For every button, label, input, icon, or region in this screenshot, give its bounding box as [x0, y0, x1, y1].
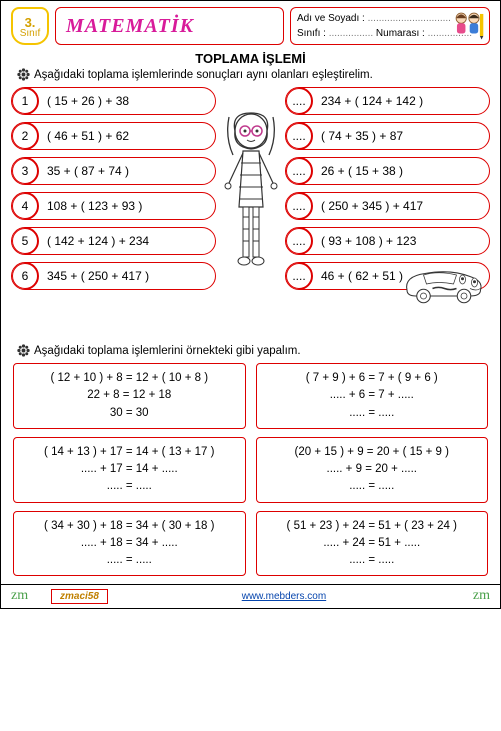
pill-expression: 108 + ( 123 + 93 ) — [39, 199, 142, 213]
worksheet-page: 3. Sınıf MATEMATİK Adı ve Soyadı : .....… — [0, 0, 501, 609]
pill-number: 5 — [11, 227, 39, 255]
work-box[interactable]: ( 7 + 9 ) + 6 = 7 + ( 9 + 6 )..... + 6 =… — [256, 363, 489, 429]
pill-expression: ( 15 + 26 ) + 38 — [39, 94, 129, 108]
instruction-1-text: Aşağıdaki toplama işlemlerinde sonuçları… — [34, 69, 373, 81]
pill-expression: 26 + ( 15 + 38 ) — [313, 164, 403, 178]
match-pill[interactable]: ....26 + ( 15 + 38 ) — [285, 157, 490, 185]
pill-number: .... — [285, 122, 313, 150]
work-line: ..... = ..... — [261, 478, 484, 495]
work-line: ..... + 6 = 7 + ..... — [261, 387, 484, 404]
right-column: ....234 + ( 124 + 142 )....( 74 + 35 ) +… — [285, 87, 490, 290]
grade-badge: 3. Sınıf — [11, 7, 49, 45]
class-label: Sınıfı : — [297, 28, 326, 39]
work-line: ( 14 + 13 ) + 17 = 14 + ( 13 + 17 ) — [18, 444, 241, 461]
bullet-icon — [17, 68, 30, 81]
left-column: 1( 15 + 26 ) + 382( 46 + 51 ) + 62335 + … — [11, 87, 216, 290]
pill-number: .... — [285, 192, 313, 220]
kids-icon — [451, 10, 485, 40]
pill-number: .... — [285, 87, 313, 115]
footer: zm zmaci58 www.mebders.com zm — [1, 584, 500, 608]
pill-expression: 46 + ( 62 + 51 ) — [313, 269, 403, 283]
pill-number: .... — [285, 227, 313, 255]
instruction-2: Aşağıdaki toplama işlemlerini örnekteki … — [17, 344, 490, 357]
pill-expression: ( 250 + 345 ) + 417 — [313, 199, 423, 213]
pill-number: 2 — [11, 122, 39, 150]
match-pill[interactable]: ....( 74 + 35 ) + 87 — [285, 122, 490, 150]
section-title: TOPLAMA İŞLEMİ — [11, 51, 490, 66]
work-box[interactable]: (20 + 15 ) + 9 = 20 + ( 15 + 9 )..... + … — [256, 437, 489, 503]
match-pill[interactable]: 1( 15 + 26 ) + 38 — [11, 87, 216, 115]
work-line: ..... + 9 = 20 + ..... — [261, 461, 484, 478]
work-line: ..... + 24 = 51 + ..... — [261, 535, 484, 552]
grade-word: Sınıf — [20, 29, 41, 39]
pill-number: .... — [285, 262, 313, 290]
work-line: ( 12 + 10 ) + 8 = 12 + ( 10 + 8 ) — [18, 370, 241, 387]
match-pill[interactable]: ....( 250 + 345 ) + 417 — [285, 192, 490, 220]
work-line: ( 34 + 30 ) + 18 = 34 + ( 30 + 18 ) — [18, 518, 241, 535]
number-label: Numarası : — [376, 28, 425, 39]
pill-number: 1 — [11, 87, 39, 115]
work-line: ..... + 17 = 14 + ..... — [18, 461, 241, 478]
work-line: ( 7 + 9 ) + 6 = 7 + ( 9 + 6 ) — [261, 370, 484, 387]
work-grid: ( 12 + 10 ) + 8 = 12 + ( 10 + 8 )22 + 8 … — [13, 363, 488, 576]
work-line: 30 = 30 — [18, 405, 241, 422]
match-pill[interactable]: ....234 + ( 124 + 142 ) — [285, 87, 490, 115]
pill-expression: ( 93 + 108 ) + 123 — [313, 234, 416, 248]
pill-expression: 345 + ( 250 + 417 ) — [39, 269, 149, 283]
pill-number: 6 — [11, 262, 39, 290]
author-tag: zmaci58 — [51, 589, 108, 604]
name-field[interactable]: .............................. — [368, 13, 451, 24]
match-pill[interactable]: 335 + ( 87 + 74 ) — [11, 157, 216, 185]
pill-number: 3 — [11, 157, 39, 185]
work-line: ..... + 18 = 34 + ..... — [18, 535, 241, 552]
pill-expression: 234 + ( 124 + 142 ) — [313, 94, 423, 108]
pill-expression: ( 74 + 35 ) + 87 — [313, 129, 403, 143]
work-box[interactable]: ( 12 + 10 ) + 8 = 12 + ( 10 + 8 )22 + 8 … — [13, 363, 246, 429]
match-pill[interactable]: 2( 46 + 51 ) + 62 — [11, 122, 216, 150]
header: 3. Sınıf MATEMATİK Adı ve Soyadı : .....… — [11, 7, 490, 45]
work-line: ..... = ..... — [261, 552, 484, 569]
grade-number: 3. — [25, 16, 36, 29]
work-line: ..... = ..... — [18, 478, 241, 495]
signature-right: zm — [460, 588, 490, 604]
class-field[interactable]: ................ — [329, 28, 373, 39]
subject-title: MATEMATİK — [55, 7, 284, 45]
work-box[interactable]: ( 51 + 23 ) + 24 = 51 + ( 23 + 24 ).....… — [256, 511, 489, 577]
name-label: Adı ve Soyadı : — [297, 13, 365, 24]
match-pill[interactable]: 6345 + ( 250 + 417 ) — [11, 262, 216, 290]
work-line: ( 51 + 23 ) + 24 = 51 + ( 23 + 24 ) — [261, 518, 484, 535]
match-pill[interactable]: 4108 + ( 123 + 93 ) — [11, 192, 216, 220]
instruction-1: Aşağıdaki toplama işlemlerinde sonuçları… — [17, 68, 490, 81]
girl-icon — [221, 107, 281, 287]
student-info: Adı ve Soyadı : ........................… — [290, 7, 490, 45]
pill-expression: ( 46 + 51 ) + 62 — [39, 129, 129, 143]
signature-left: zm — [11, 588, 41, 604]
pill-number: .... — [285, 157, 313, 185]
match-pill[interactable]: ....( 93 + 108 ) + 123 — [285, 227, 490, 255]
source-url: www.mebders.com — [242, 591, 326, 602]
work-line: (20 + 15 ) + 9 = 20 + ( 15 + 9 ) — [261, 444, 484, 461]
work-line: 22 + 8 = 12 + 18 — [18, 387, 241, 404]
instruction-2-text: Aşağıdaki toplama işlemlerini örnekteki … — [34, 345, 301, 357]
pill-expression: ( 142 + 124 ) + 234 — [39, 234, 149, 248]
work-box[interactable]: ( 34 + 30 ) + 18 = 34 + ( 30 + 18 ).....… — [13, 511, 246, 577]
work-line: ..... = ..... — [18, 552, 241, 569]
match-pill[interactable]: 5( 142 + 124 ) + 234 — [11, 227, 216, 255]
pill-expression: 35 + ( 87 + 74 ) — [39, 164, 129, 178]
bullet-icon — [17, 344, 30, 357]
work-box[interactable]: ( 14 + 13 ) + 17 = 14 + ( 13 + 17 ).....… — [13, 437, 246, 503]
car-icon — [398, 263, 488, 305]
work-line: ..... = ..... — [261, 405, 484, 422]
pill-number: 4 — [11, 192, 39, 220]
matching-area: 1( 15 + 26 ) + 382( 46 + 51 ) + 62335 + … — [11, 87, 490, 290]
